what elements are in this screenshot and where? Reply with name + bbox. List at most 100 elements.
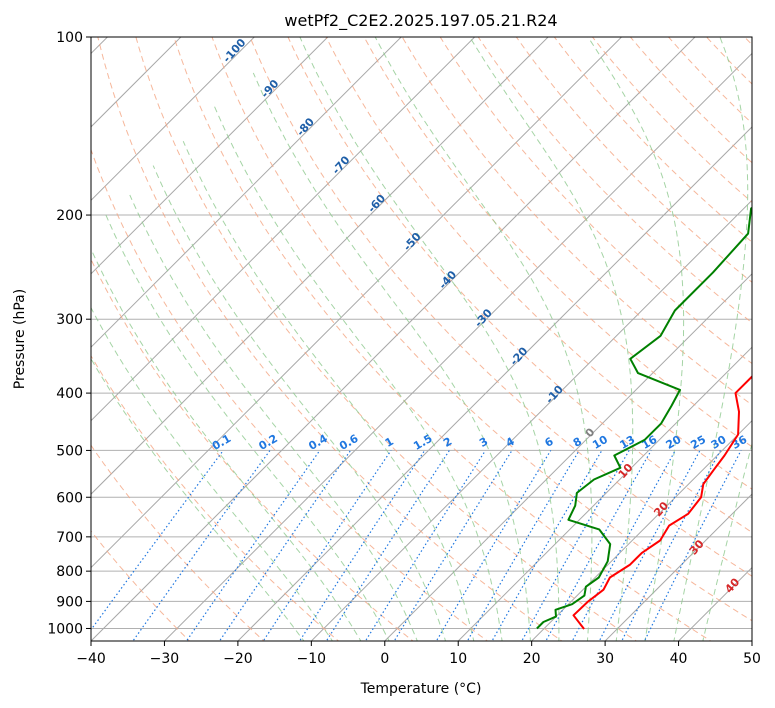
moist-adiabat-line: [213, 104, 503, 641]
dry-adiabat-label: -40: [436, 268, 459, 292]
isotherm-line: [91, 37, 329, 275]
moist-adiabat-line: [129, 194, 418, 641]
isotherm-line: [91, 37, 696, 641]
mixing-ratio-line: [325, 450, 450, 641]
dry-adiabat-line: [591, 37, 752, 203]
mixing-ratio-line: [218, 450, 352, 641]
background-lines: [91, 24, 775, 644]
moist-adiabat-line: [91, 357, 305, 641]
mixing-ratio-line: [91, 450, 224, 631]
dry-adiabat-line: [770, 24, 775, 644]
isotherm-line: [163, 52, 752, 641]
y-tick-label: 500: [56, 443, 83, 459]
mixing-ratio-label: 30: [709, 433, 729, 452]
dry-adiabat-line: [91, 258, 414, 641]
y-tick-label: 200: [56, 208, 83, 224]
y-tick-label: 300: [56, 312, 83, 328]
mixing-ratio-label: 1: [383, 435, 396, 450]
temperature-line: [572, 375, 752, 630]
x-tick-label: −10: [297, 651, 327, 667]
dry-adiabat-label: -20: [508, 344, 531, 368]
dry-adiabat-line: [211, 37, 752, 622]
dry-adiabat-line: [91, 148, 489, 641]
mixing-ratio-line: [435, 450, 552, 641]
dry-adiabat-line: [401, 37, 752, 406]
dry-adiabat-line: [91, 354, 340, 641]
dry-adiabat-line: [743, 37, 752, 46]
x-tick-label: −30: [150, 651, 180, 667]
x-tick-label: −20: [223, 651, 253, 667]
moist-adiabat-line: [702, 441, 752, 641]
dry-adiabat-label: -60: [365, 192, 388, 216]
isotherm-line: [530, 419, 752, 641]
moist-adiabat-line: [252, 72, 531, 641]
dry-adiabat-label: 20: [651, 499, 671, 519]
x-axis: −40 −30 −20 −10 0 10 20 30 40 50: [76, 641, 761, 667]
mixing-ratio-line: [571, 450, 676, 641]
y-tick-label: 100: [56, 30, 83, 46]
x-tick-label: 0: [380, 651, 389, 667]
mixing-ratio-label: 6: [542, 435, 555, 450]
dry-adiabat-line: [249, 37, 752, 577]
x-tick-label: 50: [743, 651, 761, 667]
y-tick-label: 800: [56, 564, 83, 580]
isotherm-line: [91, 37, 402, 348]
dry-adiabat-line: [325, 37, 752, 490]
mixing-ratio-line: [621, 450, 721, 641]
y-tick-label: 400: [56, 386, 83, 402]
moist-adiabat-line: [91, 247, 362, 641]
mixing-ratio-line: [262, 450, 392, 641]
dry-adiabat-label: -50: [401, 230, 424, 254]
mixing-ratio-line: [466, 450, 580, 641]
y-tick-label: 1000: [47, 621, 83, 637]
dry-adiabat-label: -90: [259, 77, 282, 101]
dry-adiabat-line: [667, 37, 752, 124]
y-axis-label: Pressure (hPa): [12, 289, 28, 389]
mixing-ratio-label: 0.1: [210, 432, 233, 453]
mixing-ratio-line: [364, 450, 487, 641]
moist-adiabat-line: [182, 140, 475, 641]
mixing-ratio-label: 0.6: [337, 432, 361, 453]
isotherm-line: [384, 273, 752, 641]
isoline-labels: 0.1 0.2 0.4 0.6 1 1.5 2 3 4 6 8 10 13 16 20 25 30 36-100-…: [210, 36, 750, 596]
isotherm-line: [457, 346, 752, 641]
isotherm-line: [604, 493, 752, 641]
mixing-ratio-label: 2: [441, 435, 454, 450]
moist-adiabat-line: [105, 214, 390, 641]
dewpoint-line: [536, 206, 752, 630]
x-tick-label: 40: [670, 651, 688, 667]
isotherm-line: [91, 37, 476, 422]
moist-adiabat-line: [673, 37, 749, 641]
x-tick-label: 20: [523, 651, 541, 667]
dry-adiabat-line: [91, 444, 265, 641]
x-tick-label: 10: [449, 651, 467, 667]
mixing-ratio-line: [185, 450, 321, 641]
moist-adiabat-line: [152, 165, 447, 641]
dry-adiabat-label: 40: [722, 575, 742, 595]
isotherm-line: [91, 37, 549, 495]
isotherm-line: [91, 37, 182, 128]
x-tick-label: 30: [596, 651, 614, 667]
isotherm-line: [310, 199, 752, 641]
dry-adiabat-line: [439, 37, 752, 365]
y-axis: 1000 900 800 700 600 500 400 300 200 100: [47, 30, 91, 637]
mixing-ratio-label: 1.5: [411, 432, 434, 453]
dry-adiabat-label: -70: [330, 153, 353, 177]
isotherm-line: [751, 640, 752, 641]
moist-adiabat-line: [299, 37, 560, 641]
mixing-ratio-label: 20: [664, 433, 684, 452]
y-tick-label: 700: [56, 530, 83, 546]
dry-adiabat-line: [287, 37, 752, 533]
moist-adiabat-line: [91, 306, 334, 641]
dry-adiabat-label: -100: [220, 36, 248, 65]
y-tick-label: 600: [56, 490, 83, 506]
x-tick-label: −40: [76, 651, 106, 667]
mixing-ratio-line: [393, 450, 513, 641]
x-axis-label: Temperature (°C): [360, 681, 482, 697]
dry-adiabat-label: -80: [294, 115, 317, 139]
chart-title: wetPf2_C2E2.2025.197.05.21.R24: [284, 11, 557, 31]
mixing-ratio-line: [132, 450, 271, 641]
moist-adiabat-line: [587, 37, 685, 641]
isotherm-line: [91, 37, 256, 202]
